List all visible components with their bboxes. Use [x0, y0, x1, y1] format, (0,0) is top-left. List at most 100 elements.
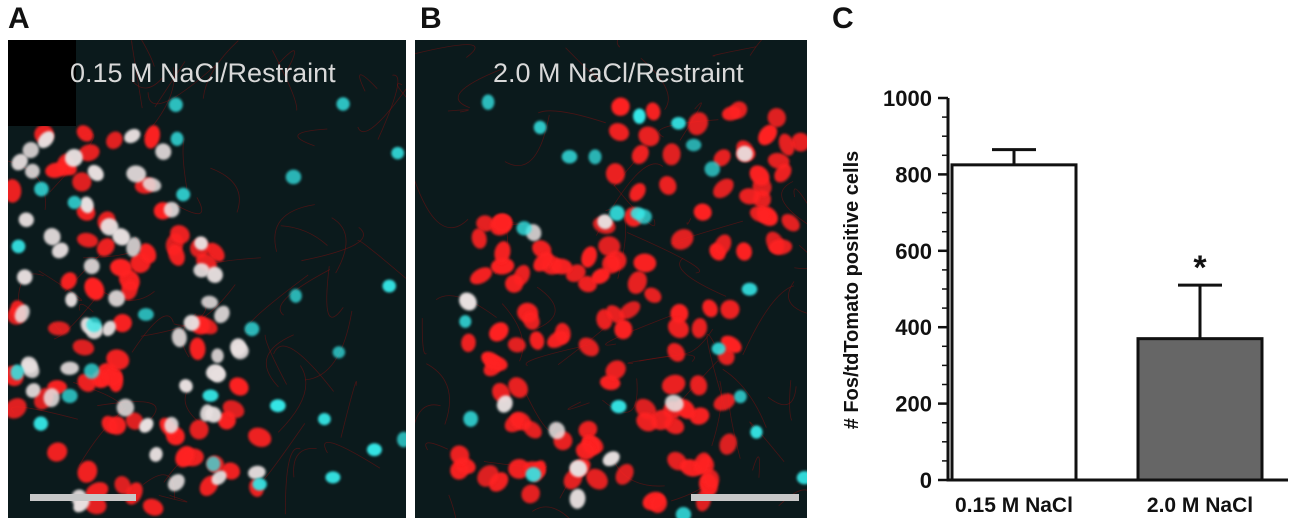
- neurite: [537, 110, 606, 124]
- tdtomato-cell: [703, 469, 720, 489]
- tdtomato-cell: [222, 400, 245, 419]
- fos-cell: [168, 97, 183, 112]
- tdtomato-cell: [578, 420, 598, 439]
- fos-cell: [336, 97, 350, 111]
- tdtomato-cell: [619, 301, 641, 320]
- tdtomato-cell: [142, 498, 164, 516]
- scale-bar-b: [691, 494, 799, 501]
- tdtomato-cell: [121, 279, 138, 301]
- neurite: [279, 269, 331, 316]
- neurite: [706, 333, 727, 411]
- tdtomato-cell: [791, 132, 807, 152]
- double-labeled-cell: [459, 292, 477, 311]
- tdtomato-cell: [719, 433, 737, 455]
- tdtomato-cell: [667, 318, 689, 339]
- fos-cell: [206, 456, 221, 472]
- neurite: [154, 61, 186, 108]
- fos-cell: [176, 187, 191, 202]
- double-labeled-cell: [211, 348, 224, 364]
- fos-cell: [11, 239, 26, 254]
- double-labeled-cell: [100, 218, 119, 236]
- tdtomato-cell: [550, 258, 573, 275]
- y-tick-label: 600: [895, 239, 932, 264]
- neurite: [277, 365, 307, 433]
- tdtomato-cell: [47, 321, 70, 336]
- tdtomato-cell: [489, 322, 509, 342]
- tdtomato-cell: [8, 179, 22, 203]
- tdtomato-cell: [168, 244, 185, 266]
- neurite: [627, 354, 679, 364]
- y-tick-label: 400: [895, 315, 932, 340]
- chart-bars: 0.15 M NaCl 2.0 M NaCl *: [950, 148, 1264, 517]
- tdtomato-cell: [702, 299, 718, 318]
- double-labeled-cell: [206, 266, 223, 283]
- fos-cell: [170, 131, 184, 146]
- tdtomato-cell: [523, 311, 540, 330]
- tdtomato-cell: [769, 239, 793, 255]
- tdtomato-cell: [490, 257, 515, 275]
- bar-chart: # Fos/tdTomato positive cells 0 200 400 600…: [841, 86, 1288, 517]
- tdtomato-cell: [749, 165, 770, 186]
- fos-cell: [252, 477, 267, 491]
- double-labeled-cell: [247, 465, 266, 480]
- tdtomato-cell: [8, 398, 27, 419]
- tdtomato-cell: [687, 112, 709, 136]
- tdtomato-cell: [633, 253, 657, 273]
- double-labeled-cell: [164, 416, 179, 434]
- tdtomato-cell: [778, 133, 795, 156]
- fos-cell: [61, 388, 78, 404]
- tdtomato-cell: [505, 274, 524, 293]
- micrograph-b-title: 2.0 M NaCl/Restraint: [493, 58, 744, 88]
- neurite: [297, 128, 328, 147]
- neurite: [340, 381, 357, 438]
- neurite: [202, 40, 239, 99]
- neurite: [377, 74, 399, 140]
- neurite: [525, 343, 593, 367]
- tdtomato-cell: [627, 271, 647, 294]
- double-labeled-cell: [21, 360, 40, 379]
- neurite: [712, 46, 757, 57]
- double-labeled-cell: [214, 305, 230, 324]
- neurite: [448, 494, 457, 518]
- tdtomato-cell: [781, 213, 800, 232]
- tdtomato-cell: [720, 299, 740, 320]
- tdtomato-cell: [248, 427, 272, 448]
- double-labeled-cell: [80, 196, 94, 214]
- neurite: [131, 315, 174, 353]
- double-labeled-cell: [112, 228, 131, 246]
- fos-cell: [382, 279, 397, 293]
- tdtomato-cell: [523, 420, 542, 439]
- double-labeled-cell: [126, 165, 147, 183]
- double-labeled-cell: [179, 379, 193, 393]
- double-labeled-cell: [155, 143, 172, 160]
- tdtomato-cell: [507, 337, 526, 353]
- neurite: [273, 345, 334, 392]
- tdtomato-cell: [693, 452, 711, 475]
- neurite: [639, 354, 695, 362]
- tdtomato-cell: [691, 318, 708, 339]
- fos-cell: [704, 161, 721, 177]
- double-labeled-cell: [51, 242, 69, 259]
- neurite: [767, 386, 797, 406]
- neurite: [397, 83, 406, 98]
- tdtomato-cell: [72, 172, 92, 192]
- double-labeled-cell: [211, 470, 227, 486]
- tdtomato-cell: [608, 123, 630, 141]
- neurite: [293, 448, 317, 478]
- double-labeled-cell: [597, 214, 613, 230]
- neurite: [182, 138, 188, 191]
- double-labeled-cell: [43, 388, 60, 408]
- micrograph-b: 2.0 M NaCl/Restraint: [415, 40, 807, 518]
- double-labeled-cell: [16, 269, 33, 285]
- fos-cell: [269, 399, 286, 413]
- double-labeled-cell: [171, 327, 187, 348]
- fos-cell: [635, 209, 652, 224]
- tdtomato-cell: [125, 412, 144, 430]
- neurite: [565, 47, 599, 80]
- tdtomato-cell: [170, 225, 190, 244]
- neurite: [504, 114, 550, 166]
- double-labeled-cell: [83, 258, 100, 275]
- neurite: [147, 64, 217, 105]
- neurite: [277, 50, 296, 75]
- double-labeled-cell: [496, 395, 513, 413]
